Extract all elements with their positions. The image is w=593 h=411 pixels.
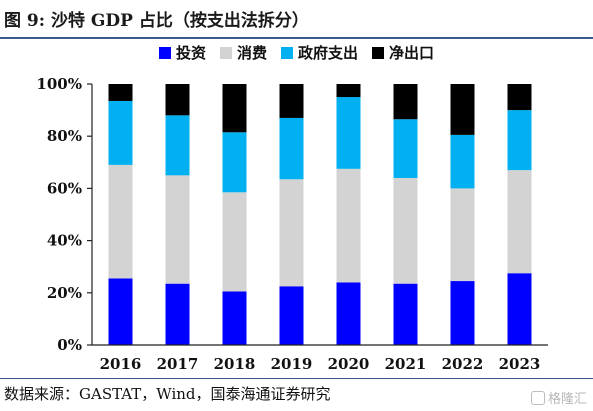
bar-segment bbox=[222, 291, 247, 345]
watermark-logo-icon bbox=[530, 390, 545, 405]
legend-item: 投资 bbox=[158, 42, 206, 63]
x-tick-label: 2022 bbox=[442, 355, 484, 373]
bar-segment bbox=[279, 117, 304, 180]
x-tick-label: 2021 bbox=[385, 355, 427, 373]
bar-segment bbox=[336, 282, 361, 345]
y-tick-label: 60% bbox=[47, 179, 82, 197]
bar-segment bbox=[450, 134, 475, 189]
bar-segment bbox=[393, 119, 418, 178]
x-tick-label: 2019 bbox=[271, 355, 313, 373]
bar-segment bbox=[165, 115, 190, 176]
x-tick-label: 2016 bbox=[100, 355, 142, 373]
source-note: 数据来源：GASTAT，Wind，国泰海通证券研究 bbox=[4, 385, 331, 403]
bar-segment bbox=[507, 273, 532, 345]
bar-segment bbox=[108, 84, 133, 101]
bar-segment bbox=[450, 281, 475, 345]
bar-segment bbox=[222, 84, 247, 133]
figure-title: 图 9: 沙特 GDP 占比（按支出法拆分） bbox=[4, 11, 309, 31]
watermark-text: 格隆汇 bbox=[547, 392, 587, 407]
bar-segment bbox=[108, 100, 133, 165]
stacked-bar-chart: 2016 2017 2018 2019 2020 2021 2022 2023 0% 20% 40%… bbox=[36, 75, 548, 373]
legend-label: 净出口 bbox=[389, 44, 435, 62]
y-tick-label: 80% bbox=[47, 127, 82, 145]
bar-segment bbox=[507, 170, 532, 274]
bar-segment bbox=[108, 164, 133, 279]
bar-segment bbox=[222, 192, 247, 292]
bar-segment bbox=[393, 283, 418, 345]
legend-label: 政府支出 bbox=[298, 44, 359, 62]
legend-label: 投资 bbox=[175, 44, 206, 62]
chart-legend: 投资 消费 政府支出 净出口 bbox=[0, 42, 593, 63]
y-tick-label: 0% bbox=[57, 336, 82, 354]
y-tick-label: 100% bbox=[36, 75, 82, 93]
legend-item: 净出口 bbox=[372, 42, 434, 63]
legend-swatch bbox=[219, 46, 232, 59]
bar-segment bbox=[336, 168, 361, 283]
bar-segment bbox=[450, 188, 475, 282]
bar-segment bbox=[450, 84, 475, 135]
legend-swatch bbox=[158, 46, 171, 59]
bar-segment bbox=[222, 132, 247, 193]
bar-segment bbox=[393, 177, 418, 284]
legend-label: 消费 bbox=[236, 44, 267, 62]
bar-segment bbox=[336, 97, 361, 169]
bar-segment bbox=[165, 283, 190, 345]
bar-segment bbox=[393, 84, 418, 120]
source-divider bbox=[0, 378, 593, 379]
bar-segment bbox=[279, 286, 304, 345]
x-tick-label: 2017 bbox=[157, 355, 199, 373]
title-divider bbox=[0, 37, 593, 39]
bar-segment bbox=[165, 175, 190, 284]
bar-segment bbox=[108, 278, 133, 345]
bar-segment bbox=[507, 110, 532, 171]
bar-segment bbox=[279, 179, 304, 287]
y-tick-label: 40% bbox=[47, 232, 82, 250]
bar-segment bbox=[279, 84, 304, 118]
watermark: 格隆汇 bbox=[530, 388, 587, 407]
legend-item: 政府支出 bbox=[281, 42, 358, 63]
legend-swatch bbox=[281, 46, 293, 59]
y-tick-label: 20% bbox=[47, 284, 82, 302]
bar-segment bbox=[336, 84, 361, 98]
bar-segment bbox=[507, 84, 532, 111]
legend-item: 消费 bbox=[219, 42, 267, 63]
x-tick-label: 2018 bbox=[214, 355, 256, 373]
bar-segment bbox=[165, 84, 190, 116]
x-tick-label: 2023 bbox=[499, 355, 541, 373]
x-tick-label: 2020 bbox=[328, 355, 370, 373]
legend-swatch bbox=[372, 46, 385, 59]
